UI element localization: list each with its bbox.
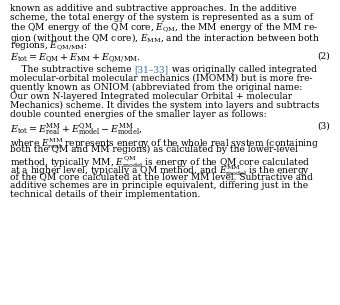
Text: [31–33]: [31–33] (135, 65, 169, 74)
Text: $E_{\mathrm{tot}} = E^{\mathrm{MM}}_{\mathrm{real}} + E^{\mathrm{QM}}_{\mathrm{m: $E_{\mathrm{tot}} = E^{\mathrm{MM}}_{\ma… (10, 122, 143, 138)
Text: regions, $E_{\mathrm{QM/MM}}$:: regions, $E_{\mathrm{QM/MM}}$: (10, 40, 88, 53)
Text: quently known as ONIOM (abbreviated from the original name:: quently known as ONIOM (abbreviated from… (10, 83, 303, 92)
Text: was originally called integrated: was originally called integrated (169, 65, 317, 74)
Text: molecular-orbital molecular mechanics (IMOMM) but is more fre-: molecular-orbital molecular mechanics (I… (10, 74, 313, 83)
Text: the QM energy of the QM core, $E_{\mathrm{QM}}$, the MM energy of the MM re-: the QM energy of the QM core, $E_{\mathr… (10, 22, 319, 35)
Text: of the QM core calculated at the lower MM level. Subtractive and: of the QM core calculated at the lower M… (10, 172, 313, 181)
Text: gion (without the QM core), $E_{\mathrm{MM}}$, and the interaction between both: gion (without the QM core), $E_{\mathrm{… (10, 31, 320, 45)
Text: (2): (2) (317, 51, 330, 60)
Text: method, typically MM, $E^{\mathrm{QM}}_{\mathrm{model}}$ is energy of the QM cor: method, typically MM, $E^{\mathrm{QM}}_{… (10, 154, 310, 170)
Text: scheme, the total energy of the system is represented as a sum of: scheme, the total energy of the system i… (10, 13, 313, 22)
Text: The subtractive scheme: The subtractive scheme (10, 65, 135, 74)
Text: double counted energies of the smaller layer as follows:: double counted energies of the smaller l… (10, 110, 267, 119)
Text: at a higher level, typically a QM method, and $E^{\mathrm{MM}}_{\mathrm{model}}$: at a higher level, typically a QM method… (10, 163, 310, 178)
Text: $E_{\mathrm{tot}} = E_{\mathrm{QM}} + E_{\mathrm{MM}} + E_{\mathrm{QM/MM}}.$: $E_{\mathrm{tot}} = E_{\mathrm{QM}} + E_… (10, 51, 141, 65)
Text: known as additive and subtractive approaches. In the additive: known as additive and subtractive approa… (10, 4, 297, 13)
Text: both the QM and MM regions) as calculated by the lower-level: both the QM and MM regions) as calculate… (10, 145, 298, 154)
Text: technical details of their implementation.: technical details of their implementatio… (10, 190, 201, 199)
Text: (3): (3) (317, 122, 330, 131)
Text: where $E^{\mathrm{MM}}_{\mathrm{real}}$ represents energy of the whole real syst: where $E^{\mathrm{MM}}_{\mathrm{real}}$ … (10, 136, 319, 151)
Text: Mechanics) scheme. It divides the system into layers and subtracts: Mechanics) scheme. It divides the system… (10, 101, 320, 110)
Text: additive schemes are in principle equivalent, differing just in the: additive schemes are in principle equiva… (10, 181, 308, 190)
Text: Our own N-layered Integrated molecular Orbital + molecular: Our own N-layered Integrated molecular O… (10, 92, 292, 101)
